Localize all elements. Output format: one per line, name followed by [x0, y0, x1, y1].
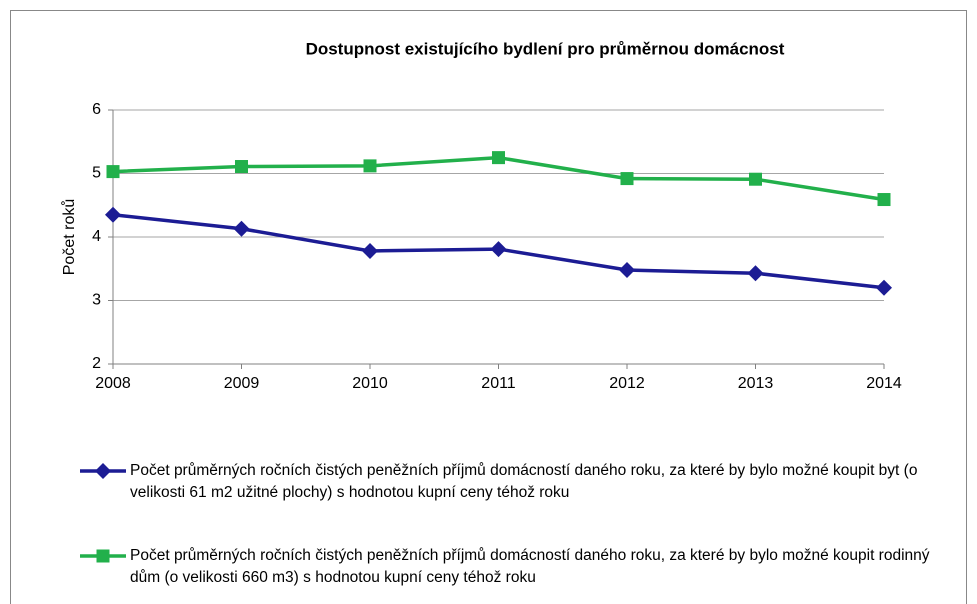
x-tick-label: 2013: [738, 375, 774, 392]
y-axis-label: Počet roků: [60, 199, 78, 275]
data-point: [490, 241, 507, 258]
chart-title: Dostupnost existujícího bydlení pro prům…: [306, 39, 785, 58]
data-point: [105, 206, 121, 223]
legend-label: Počet průměrných ročních čistých peněžní…: [130, 547, 930, 586]
x-tick-label: 2012: [609, 375, 645, 392]
legend-swatch-marker: [96, 549, 110, 563]
data-point: [619, 262, 635, 279]
x-tick-label: 2014: [866, 375, 902, 392]
x-tick-label: 2010: [352, 375, 388, 392]
data-point: [106, 165, 120, 179]
y-tick-label: 4: [92, 228, 101, 245]
data-point: [620, 172, 634, 186]
data-point: [876, 279, 892, 296]
legend-swatch-marker: [95, 463, 111, 479]
chart-frame: [10, 10, 967, 604]
data-point: [492, 151, 505, 165]
x-tick-label: 2008: [95, 375, 131, 392]
y-tick-label: 3: [92, 292, 101, 309]
x-tick-label: 2011: [481, 375, 516, 392]
data-point: [747, 265, 764, 282]
legend-label: Počet průměrných ročních čistých peněžní…: [130, 462, 918, 501]
data-point: [363, 159, 377, 173]
x-tick-label: 2009: [224, 375, 260, 392]
data-point: [749, 172, 762, 186]
data-point: [362, 242, 378, 259]
y-tick-label: 6: [92, 101, 101, 118]
y-tick-label: 2: [92, 355, 101, 372]
data-point: [877, 193, 891, 207]
data-point: [235, 160, 248, 174]
data-point: [233, 220, 250, 237]
y-tick-label: 5: [92, 165, 101, 182]
